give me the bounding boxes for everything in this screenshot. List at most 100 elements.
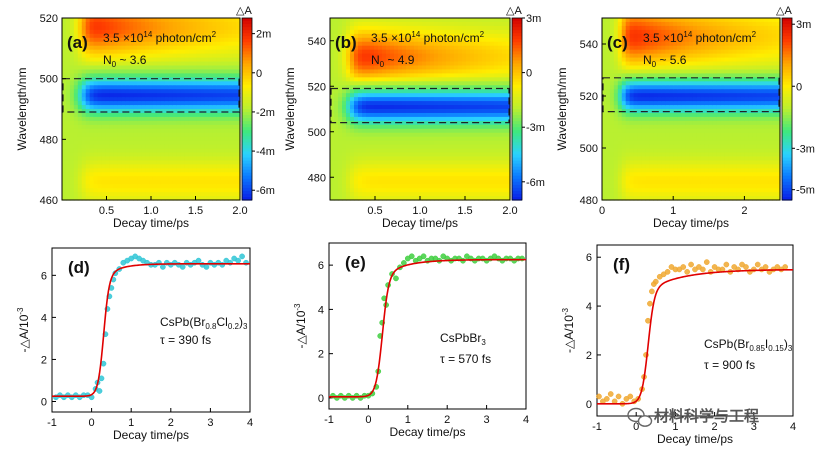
heatmap-cell	[506, 180, 511, 185]
heatmap-cell	[426, 116, 431, 122]
heatmap-cell	[434, 192, 439, 197]
heatmap-cell	[430, 140, 435, 146]
colorbar-segment	[242, 72, 252, 77]
heatmap-cell	[414, 140, 419, 146]
x-tick-label: 2.0	[502, 205, 517, 217]
x-tick-label: 2.0	[232, 205, 247, 217]
heatmap-cell	[458, 41, 463, 47]
heatmap-cell	[374, 57, 379, 63]
heatmap-cell	[236, 176, 241, 181]
heatmap-cell	[506, 89, 511, 94]
x-axis-label: Decay time/ps	[113, 216, 189, 230]
heatmap-cell	[602, 65, 607, 71]
heatmap-cell	[378, 136, 383, 142]
heatmap-cell	[129, 53, 134, 59]
heatmap-cell	[494, 73, 499, 78]
heatmap-cell	[378, 109, 383, 114]
heatmap-cell	[498, 176, 503, 181]
heatmap-cell	[73, 41, 79, 47]
heatmap-cell	[81, 97, 87, 102]
heatmap-cell	[458, 192, 463, 197]
heatmap-cell	[220, 144, 225, 150]
heatmap-cell	[645, 81, 651, 86]
heatmap-cell	[346, 164, 351, 169]
heatmap-cell	[224, 164, 229, 169]
heatmap-cell	[374, 184, 379, 189]
heatmap-cell	[149, 136, 154, 142]
heatmap-cell	[160, 89, 166, 94]
heatmap-cell	[65, 41, 71, 47]
heatmap-cell	[77, 184, 83, 189]
heatmap-cell	[180, 65, 186, 71]
heatmap-cell	[474, 184, 479, 189]
heatmap-cell	[406, 148, 411, 154]
heatmap-cell	[125, 49, 130, 55]
heatmap-cell	[334, 176, 339, 181]
heatmap-cell	[137, 140, 142, 146]
heatmap-cell	[490, 69, 495, 74]
heatmap-cell	[208, 180, 213, 185]
heatmap-cell	[414, 85, 419, 90]
heatmap-cell	[188, 128, 194, 134]
heatmap-cell	[438, 168, 443, 173]
heatmap-cell	[168, 148, 174, 154]
heatmap-cell	[418, 136, 423, 142]
heatmap-cell	[65, 112, 71, 118]
heatmap-cell	[152, 196, 158, 201]
heatmap-cell	[216, 124, 221, 130]
heatmap-cell	[113, 53, 118, 59]
heatmap-cell	[149, 57, 154, 63]
heatmap-cell	[382, 97, 387, 102]
heatmap-cell	[649, 53, 655, 59]
heatmap-cell	[466, 148, 471, 154]
heatmap-cell	[133, 77, 138, 82]
heatmap-cell	[89, 45, 95, 51]
heatmap-cell	[414, 37, 419, 43]
heatmap-cell	[113, 73, 118, 78]
heatmap-cell	[101, 124, 107, 130]
heatmap-cell	[141, 65, 146, 71]
heatmap-cell	[378, 152, 383, 158]
heatmap-cell	[466, 168, 471, 173]
heatmap-cell	[156, 124, 162, 130]
heatmap-cell	[200, 132, 205, 138]
heatmap-cell	[414, 156, 419, 162]
heatmap-cell	[402, 109, 407, 114]
heatmap-cell	[398, 81, 403, 86]
heatmap-cell	[101, 164, 107, 169]
heatmap-cell	[208, 85, 213, 90]
heatmap-cell	[362, 172, 367, 177]
heatmap-cell	[458, 61, 463, 67]
heatmap-cell	[196, 105, 202, 110]
heatmap-cell	[228, 25, 233, 31]
heatmap-cell	[498, 192, 503, 197]
heatmap-cell	[232, 176, 237, 181]
heatmap-cell	[216, 196, 221, 201]
heatmap-cell	[212, 105, 217, 110]
heatmap-cell	[466, 73, 471, 78]
heatmap-cell	[430, 180, 435, 185]
heatmap-cell	[208, 57, 213, 63]
heatmap-cell	[212, 120, 217, 126]
heatmap-cell	[160, 140, 166, 146]
heatmap-cell	[117, 93, 122, 98]
heatmap-cell	[164, 144, 170, 150]
heatmap-cell	[422, 172, 427, 177]
heatmap-cell	[152, 85, 158, 90]
heatmap-cell	[97, 116, 103, 122]
heatmap-cell	[216, 172, 221, 177]
heatmap-cell	[350, 21, 355, 27]
heatmap-cell	[334, 196, 339, 201]
heatmap-cell	[192, 168, 198, 173]
heatmap-cell	[62, 120, 67, 126]
heatmap-cell	[613, 89, 619, 94]
heatmap-cell	[422, 33, 427, 39]
heatmap-cell	[220, 45, 225, 51]
heatmap-cell	[338, 124, 343, 130]
heatmap-cell	[454, 65, 459, 71]
heatmap-cell	[156, 120, 162, 126]
heatmap-cell	[220, 81, 225, 86]
heatmap-cell	[346, 77, 351, 82]
heatmap-cell	[462, 168, 467, 173]
heatmap-cell	[141, 136, 146, 142]
